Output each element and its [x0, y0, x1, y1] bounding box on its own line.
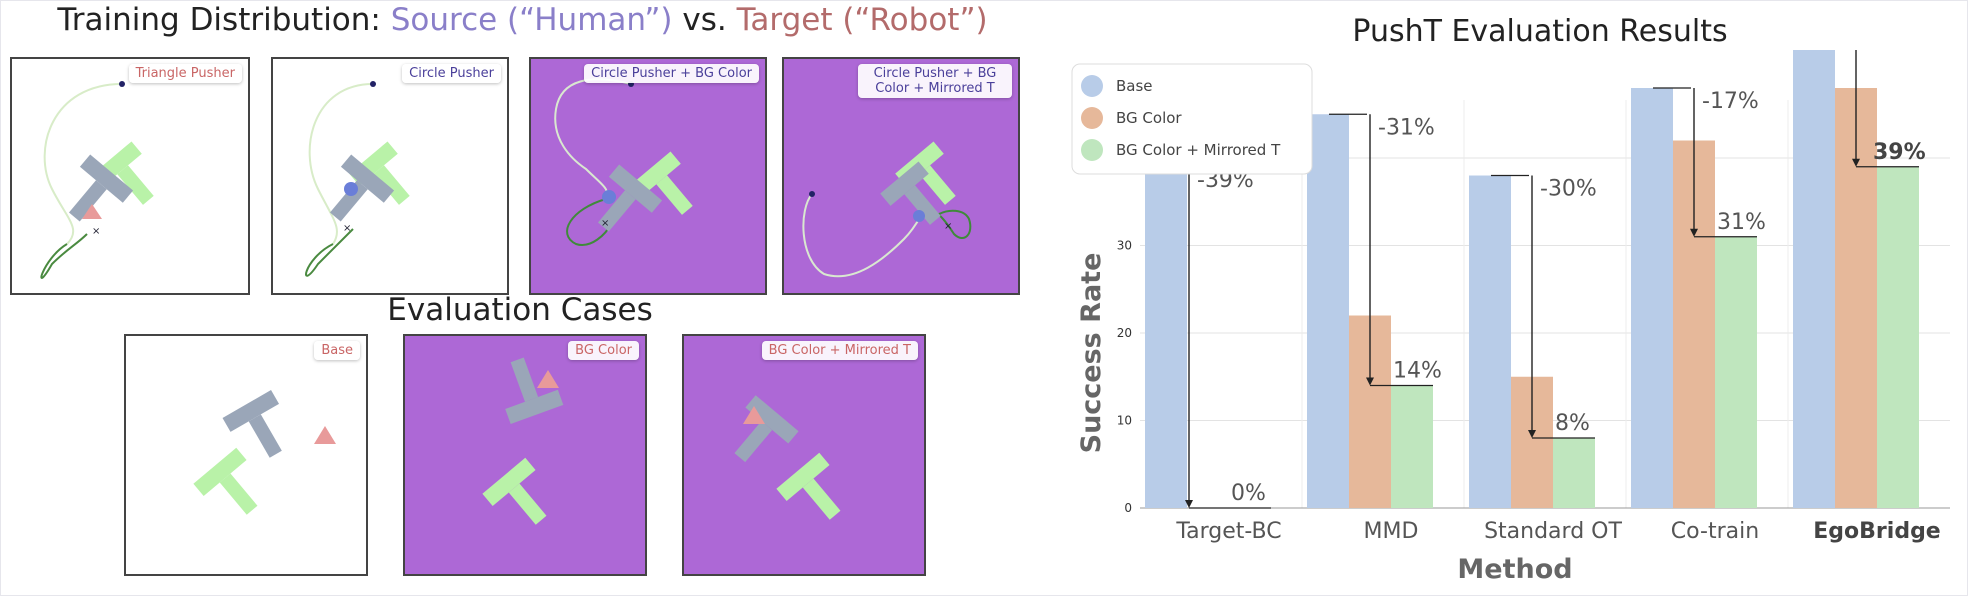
training-distribution-title: Training Distribution: Source (“Human”) … [57, 2, 988, 38]
y-axis-label: Success Rate [1076, 253, 1107, 454]
drop-label: -30% [1540, 177, 1597, 202]
legend-entry: Base [1116, 77, 1153, 95]
x-tick-label: Co-train [1671, 519, 1759, 544]
panel-label: Base [314, 341, 360, 360]
y-tick-label: 20 [1117, 326, 1132, 340]
pusht-eval-bg-mirrored [734, 395, 841, 520]
eval-panel-base: Base [124, 334, 368, 576]
panel-label: BG Color + Mirrored T [761, 341, 918, 360]
y-tick-label: 10 [1117, 414, 1132, 428]
legend-swatch [1081, 139, 1103, 161]
bar-bg-color-mirrored-t-co-train [1715, 236, 1757, 508]
training-panel-circle-pusher-bg-mirrored: × Circle Pusher + BG Color + Mirrored T [782, 57, 1020, 295]
x-tick-label: Target-BC [1175, 519, 1281, 544]
drop-arrowhead [1528, 430, 1536, 438]
pusht-scene-circle: × [305, 81, 410, 277]
bar-base-target-bc [1145, 166, 1187, 508]
panel-label: BG Color [568, 341, 639, 360]
bar-base-mmd [1307, 114, 1349, 508]
svg-text:×: × [343, 223, 351, 234]
drop-arrowhead [1852, 158, 1860, 167]
panel-label: Circle Pusher + BG Color [584, 64, 759, 83]
final-label: 14% [1393, 359, 1442, 384]
panel-label: Circle Pusher [402, 64, 501, 83]
final-label: 31% [1717, 210, 1766, 235]
panel-label: Circle Pusher + BG Color + Mirrored T [858, 64, 1012, 98]
pusht-bar-chart: 010203040 -39%0%Target-BC-31%14%MMD-30%8… [1071, 50, 1950, 585]
x-tick-label: Standard OT [1484, 519, 1622, 544]
bar-bg-color-mirrored-t-standard-ot [1553, 438, 1595, 508]
pusht-scene-bg-color: × [554, 78, 693, 246]
eval-panel-bg-mirrored: BG Color + Mirrored T [682, 334, 926, 576]
pusht-eval-base [193, 390, 336, 515]
evaluation-cases-title: Evaluation Cases [387, 292, 653, 328]
chart-title: PushT Evaluation Results [1352, 14, 1728, 49]
svg-text:×: × [92, 226, 100, 237]
training-panel-circle-pusher-bg-color: × Circle Pusher + BG Color [529, 57, 767, 295]
legend-entry: BG Color [1116, 109, 1182, 127]
target-title-part: Target (“Robot”) [736, 2, 988, 38]
x-tick-label: MMD [1364, 519, 1419, 544]
pusht-scene-bg-mirrored: × [802, 141, 972, 278]
legend-swatch [1081, 107, 1103, 129]
drop-arrowhead [1185, 500, 1193, 508]
bar-base-standard-ot [1469, 175, 1511, 508]
legend-box [1071, 63, 1313, 175]
y-tick-label: 0 [1124, 501, 1132, 515]
eval-panel-bg-color: BG Color [403, 334, 647, 576]
bar-bg-color-mirrored-t-mmd [1391, 385, 1433, 508]
pusht-scene-triangle: × [40, 81, 154, 279]
final-label: 0% [1231, 481, 1266, 506]
drop-label: -31% [1378, 115, 1435, 140]
training-panel-circle-pusher: × Circle Pusher [271, 57, 509, 295]
bar-bg-color-mirrored-t-egobridge [1877, 166, 1919, 508]
x-tick-label: EgoBridge [1813, 519, 1940, 544]
pusht-eval-bg-color [482, 357, 564, 525]
bar-base-co-train [1631, 88, 1673, 508]
final-label: 8% [1555, 411, 1590, 436]
drop-label: -17% [1702, 89, 1759, 114]
source-title-part: Source (“Human”) [390, 2, 673, 38]
training-panel-triangle-pusher: × Triangle Pusher [10, 57, 250, 295]
drop-arrowhead [1690, 228, 1698, 237]
panel-label: Triangle Pusher [128, 64, 242, 83]
drop-arrowhead [1366, 377, 1374, 386]
final-label: 39% [1873, 140, 1926, 165]
svg-text:×: × [944, 221, 952, 232]
legend-swatch [1081, 75, 1103, 97]
drop-label: -14% [1864, 50, 1921, 52]
svg-text:×: × [601, 218, 609, 229]
y-tick-label: 30 [1117, 239, 1132, 253]
bar-base-egobridge [1793, 50, 1835, 508]
x-axis-label: Method [1457, 554, 1572, 585]
legend-entry: BG Color + Mirrored T [1116, 141, 1281, 159]
